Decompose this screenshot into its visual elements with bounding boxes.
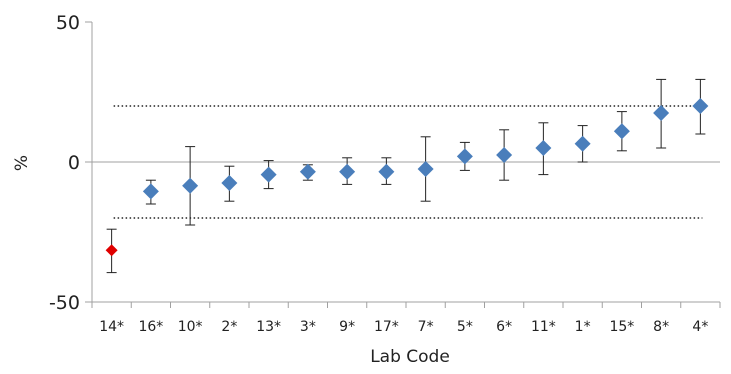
data-point-diamond: [417, 161, 434, 177]
x-tick-label: 3*: [300, 319, 316, 335]
x-tick-label: 13*: [256, 319, 281, 335]
data-point-diamond: [456, 148, 473, 165]
data-point-diamond: [378, 163, 395, 180]
y-tick-label: 0: [68, 152, 80, 174]
x-axis-title: Lab Code: [370, 347, 450, 367]
x-tick-label: 8*: [653, 319, 669, 335]
data-point-diamond: [221, 175, 238, 191]
y-axis-title: %: [12, 155, 32, 171]
x-tick-label: 5*: [457, 319, 473, 335]
y-tick-label: -50: [49, 292, 80, 314]
points-layer: [105, 98, 709, 257]
data-point-diamond: [692, 98, 709, 114]
x-tick-label: 4*: [692, 319, 708, 335]
x-tick-label: 9*: [339, 319, 355, 335]
data-point-diamond: [260, 166, 277, 183]
data-point-diamond: [182, 177, 199, 194]
x-tick-label: 11*: [531, 319, 556, 335]
data-point-diamond: [535, 140, 552, 156]
data-point-diamond: [613, 123, 630, 140]
x-tick-label: 17*: [374, 319, 399, 335]
axes-layer: [85, 21, 721, 308]
data-point-diamond: [105, 244, 118, 257]
x-tick-label: 10*: [178, 319, 203, 335]
x-tick-label: 16*: [138, 319, 163, 335]
x-tick-label: 6*: [496, 319, 512, 335]
x-tick-label: 7*: [418, 319, 434, 335]
y-tick-label: 50: [56, 12, 80, 34]
data-point-diamond: [574, 135, 591, 152]
data-point-diamond: [339, 163, 356, 180]
data-point-diamond: [299, 163, 316, 180]
error-bars-layer: [106, 78, 706, 274]
data-point-diamond: [142, 183, 159, 200]
data-point-diamond: [653, 105, 670, 121]
x-tick-label: 1*: [575, 319, 591, 335]
x-tick-label: 15*: [609, 319, 634, 335]
labels-layer: -50 0 50 14* 16* 10* 2* 13* 3* 9* 17* 7* 5* 6* 11* 1* 15…: [49, 12, 708, 335]
x-tick-label: 14*: [99, 319, 124, 335]
x-tick-label: 2*: [221, 319, 237, 335]
data-point-diamond: [496, 147, 513, 163]
reference-lines-layer: [92, 105, 720, 219]
